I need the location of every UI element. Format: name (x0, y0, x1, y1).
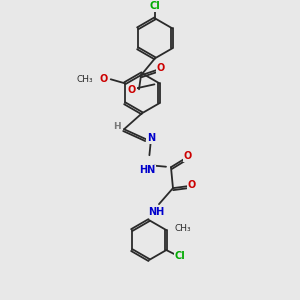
Text: Cl: Cl (150, 2, 160, 11)
Text: O: O (188, 180, 196, 190)
Text: O: O (128, 85, 136, 95)
Text: O: O (100, 74, 108, 84)
Text: CH₃: CH₃ (76, 75, 93, 84)
Text: N: N (147, 133, 155, 143)
Text: HN: HN (139, 165, 155, 175)
Text: H: H (113, 122, 121, 131)
Text: CH₃: CH₃ (174, 224, 191, 232)
Text: NH: NH (148, 207, 164, 217)
Text: O: O (184, 151, 192, 161)
Text: Cl: Cl (175, 251, 186, 261)
Text: O: O (157, 63, 165, 73)
